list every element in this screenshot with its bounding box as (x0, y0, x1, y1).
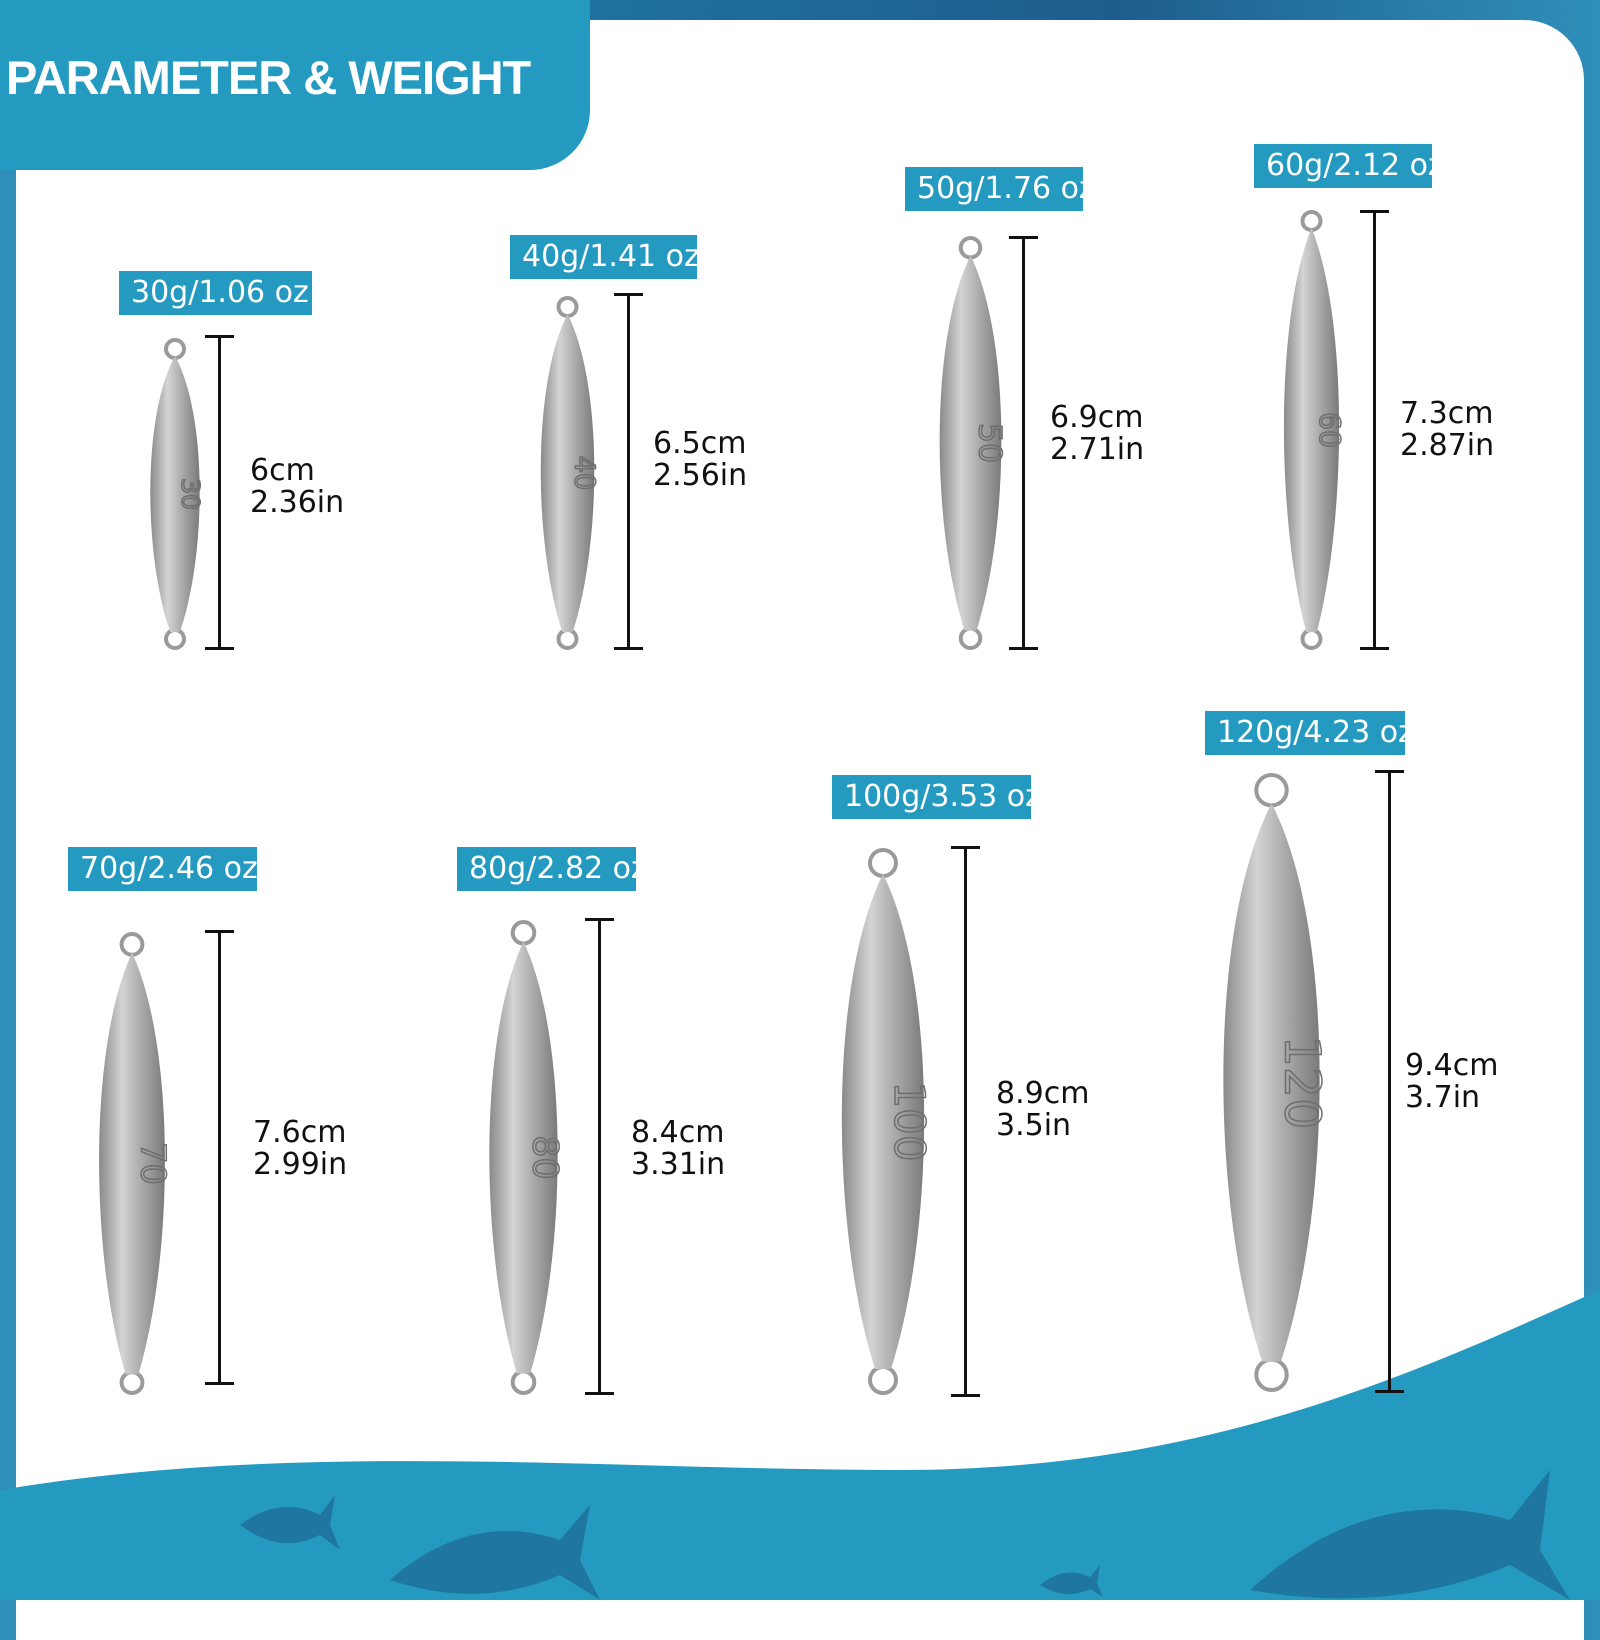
bottom-eyelet (119, 1370, 145, 1395)
length-text: 8.9cm 3.5in (996, 1078, 1089, 1142)
length-in: 3.31in (631, 1147, 726, 1182)
weight-label: 100g/3.53 oz (832, 775, 1041, 819)
length-text: 6cm 2.36in (250, 455, 344, 519)
sinker-body (150, 356, 200, 632)
length-in: 3.7in (1405, 1080, 1481, 1115)
length-cm: 6.9cm (1050, 400, 1144, 435)
bottom-eyelet (868, 1365, 898, 1395)
length-bar (1009, 236, 1038, 650)
length-bar (614, 293, 643, 650)
sinker-image: 120 (1223, 773, 1330, 1392)
top-eyelet (1300, 210, 1323, 232)
length-in: 2.56in (653, 458, 748, 493)
length-bar (1375, 770, 1404, 1393)
length-cm: 7.3cm (1400, 396, 1494, 431)
sinker-image: 100 (841, 848, 933, 1395)
length-text: 6.5cm 2.56in (653, 428, 747, 492)
weight-label: 50g/1.76 oz (905, 167, 1095, 211)
length-text: 8.4cm 3.31in (631, 1117, 725, 1181)
length-cm: 8.9cm (996, 1076, 1090, 1111)
bottom-eyelet (958, 626, 983, 650)
sinker-image: 40 (540, 296, 600, 650)
length-cm: 8.4cm (631, 1115, 725, 1150)
length-in: 2.87in (1400, 428, 1495, 463)
weight-label: 120g/4.23 oz (1205, 711, 1414, 755)
length-cm: 7.6cm (253, 1115, 347, 1150)
length-cm: 9.4cm (1405, 1048, 1499, 1083)
weight-label: 70g/2.46 oz (68, 847, 258, 891)
sinker-image: 60 (1283, 210, 1345, 650)
sinker-body (939, 255, 1002, 631)
length-cm: 6.5cm (653, 426, 747, 461)
engraved-number: 100 (885, 1081, 933, 1161)
bottom-wave-with-fish (0, 1290, 1600, 1600)
length-in: 2.71in (1050, 432, 1145, 467)
sinker-image: 70 (99, 932, 172, 1395)
sinker-body (99, 952, 165, 1375)
top-eyelet (556, 296, 579, 318)
top-eyelet (510, 920, 537, 946)
weight-label: 40g/1.41 oz (510, 235, 700, 279)
length-bar (1360, 210, 1389, 650)
engraved-number: 60 (1313, 412, 1345, 448)
length-bar (205, 930, 234, 1385)
bottom-eyelet (1300, 628, 1323, 650)
engraved-number: 80 (524, 1135, 564, 1179)
length-text: 9.4cm 3.7in (1405, 1050, 1498, 1114)
weight-label: 30g/1.06 oz (119, 271, 312, 315)
length-bar (585, 918, 614, 1395)
bottom-eyelet (164, 628, 186, 650)
length-text: 6.9cm 2.71in (1050, 402, 1144, 466)
weight-label: 60g/2.12 oz (1254, 144, 1444, 188)
engraved-number: 120 (1274, 1036, 1330, 1130)
top-eyelet (958, 236, 983, 260)
sinker-image: 30 (150, 338, 205, 650)
sinker-image: 50 (939, 236, 1008, 650)
length-in: 3.5in (996, 1108, 1072, 1143)
engraved-number: 50 (972, 423, 1008, 463)
sinker-body (540, 314, 595, 632)
length-in: 2.36in (250, 485, 345, 520)
bottom-eyelet (1254, 1357, 1289, 1392)
engraved-number: 70 (134, 1142, 172, 1185)
top-eyelet (868, 848, 898, 878)
length-text: 7.6cm 2.99in (253, 1117, 347, 1181)
top-eyelet (1254, 773, 1289, 808)
sinker-body (1283, 228, 1340, 632)
header-tab: PARAMETER & WEIGHT (0, 0, 590, 170)
sinker-body (841, 874, 925, 1369)
sinker-image: 80 (489, 920, 565, 1395)
length-cm: 6cm (250, 453, 315, 488)
length-bar (205, 335, 234, 650)
length-text: 7.3cm 2.87in (1400, 398, 1494, 462)
fish-icon (240, 1470, 1570, 1600)
sinker-body (489, 941, 558, 1374)
top-eyelet (119, 932, 145, 957)
top-eyelet (164, 338, 186, 360)
length-in: 2.99in (253, 1147, 348, 1182)
bottom-eyelet (510, 1369, 537, 1395)
page-title: PARAMETER & WEIGHT (6, 51, 531, 104)
engraved-number: 40 (568, 456, 599, 491)
sinker-body (1223, 803, 1320, 1362)
bottom-eyelet (556, 628, 579, 650)
weight-label: 80g/2.82 oz (457, 847, 647, 891)
engraved-number: 30 (176, 478, 205, 510)
length-bar (951, 846, 980, 1397)
